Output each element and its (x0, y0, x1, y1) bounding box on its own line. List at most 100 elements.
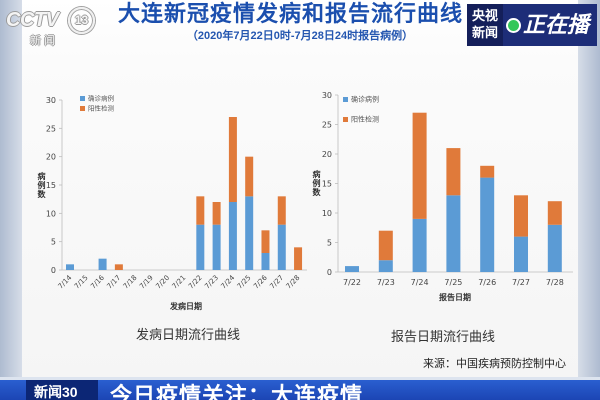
bar-positive-7-24 (228, 117, 237, 202)
x-tick-label: 7/26 (478, 278, 496, 287)
bar-confirmed-7-26 (480, 177, 495, 272)
x-tick-label: 7/18 (122, 274, 139, 291)
bar-positive-7-24 (412, 112, 427, 219)
page-title: 大连新冠疫情发病和报告流行曲线 (118, 1, 464, 26)
bar-confirmed-7-27 (277, 224, 286, 270)
legend-swatch (80, 106, 85, 111)
x-tick-label: 7/27 (512, 278, 530, 287)
bar-confirmed-7-23 (378, 260, 393, 272)
x-tick-label: 7/22 (343, 278, 361, 287)
y-tick-label: 5 (51, 238, 56, 247)
x-tick-label: 7/15 (73, 274, 90, 291)
live-badge: 央视 新闻 正在播 (467, 4, 597, 46)
x-tick-label: 7/26 (252, 273, 269, 290)
x-tick-label: 7/25 (444, 278, 462, 287)
bar-confirmed-7-16 (98, 258, 107, 270)
report-date-chart: 0 5 10 15 20 25 30 7/22 7/23 7/24 7/25 7/26 7/27 7/28… (322, 91, 573, 287)
y-tick-label: 0 (51, 266, 56, 275)
bar-positive-7-17 (114, 264, 123, 270)
bar-confirmed-7-26 (261, 253, 270, 270)
bar-confirmed-7-22 (196, 224, 205, 270)
legend-label: 阳性检测 (88, 104, 115, 113)
y-tick-label: 5 (327, 239, 332, 248)
legend-swatch (343, 97, 348, 102)
live-status-label: 正在播 (523, 12, 590, 37)
frame-left-edge (0, 0, 22, 380)
bar-confirmed-7-25 (446, 195, 461, 272)
y-tick-label: 0 (327, 268, 332, 277)
x-tick-label: 7/28 (285, 274, 302, 291)
onset-chart-x-axis-label: 发病日期 (170, 302, 202, 311)
live-badge-brand-line2: 新闻 (472, 25, 499, 40)
bar-positive-7-25 (245, 156, 254, 197)
bar-positive-7-23 (212, 202, 221, 225)
ticker-program-label: 新闻30 (26, 380, 98, 400)
live-dot-icon (508, 20, 519, 31)
channel-logo-number: 13 (68, 7, 95, 34)
frame-right-edge (578, 0, 600, 380)
y-tick-label: 20 (46, 153, 56, 162)
live-badge-brand-line1: 央视 (472, 8, 499, 23)
bar-confirmed-7-28 (547, 224, 562, 272)
channel-logo-name: 新闻 (30, 35, 58, 47)
y-tick-label: 15 (322, 180, 332, 189)
x-tick-label: 7/23 (203, 274, 220, 291)
bar-positive-7-23 (378, 230, 393, 261)
y-tick-label: 15 (46, 181, 56, 190)
x-tick-label: 7/24 (411, 278, 429, 287)
legend-label: 确诊病例 (88, 94, 114, 103)
bar-confirmed-7-14 (66, 264, 74, 270)
y-tick-label: 30 (322, 91, 332, 100)
ticker-headline: 今日疫情关注：大连疫情 (110, 383, 364, 400)
live-badge-brand-area (467, 4, 503, 46)
news-ticker: 新闻30 今日疫情关注：大连疫情 (0, 380, 600, 400)
x-tick-label: 7/20 (154, 274, 171, 291)
bar-positive-7-28 (547, 201, 562, 225)
onset-date-chart: 0 5 10 15 20 25 30 7/14 7/15 7/16 7/17 7/18 7/19 7/20… (46, 94, 307, 291)
y-tick-label: 25 (322, 121, 332, 130)
report-chart-x-axis-label: 报告日期 (439, 293, 471, 302)
legend-swatch (343, 117, 348, 122)
y-tick-label: 10 (322, 209, 332, 218)
y-tick-label: 20 (322, 150, 332, 159)
bar-confirmed-7-25 (245, 196, 254, 270)
bar-confirmed-7-27 (514, 236, 528, 272)
source-note: 来源：中国疾病预防控制中心 (423, 358, 566, 370)
legend-label: 阳性检测 (351, 115, 379, 124)
onset-chart-y-axis-label: 病例数 (37, 172, 46, 199)
page-subtitle: （2020年7月22日0时-7月28日24时报告病例） (186, 30, 414, 42)
bar-positive-7-22 (196, 196, 205, 225)
x-tick-label: 7/17 (106, 274, 123, 291)
x-tick-label: 7/25 (236, 274, 253, 291)
y-tick-label: 30 (46, 96, 56, 105)
bar-positive-7-26 (480, 165, 495, 178)
x-tick-label: 7/19 (138, 274, 155, 291)
bar-positive-7-26 (261, 230, 270, 253)
onset-chart-title: 发病日期流行曲线 (135, 327, 240, 342)
x-tick-label: 7/28 (546, 278, 564, 287)
y-tick-label: 10 (46, 209, 56, 218)
x-tick-label: 7/27 (268, 274, 285, 291)
bar-positive-7-27 (277, 196, 286, 225)
report-chart-y-axis-label: 病例数 (312, 170, 321, 197)
channel-logo-brand: CCTV (6, 9, 59, 31)
bar-positive-7-28 (294, 247, 303, 270)
bar-confirmed-7-24 (412, 218, 427, 272)
channel-logo: CCTV 13 新闻 (6, 6, 98, 50)
x-tick-label: 7/16 (89, 273, 106, 290)
bar-positive-7-27 (514, 195, 528, 237)
ticker-divider (0, 377, 600, 380)
x-tick-label: 7/14 (57, 273, 74, 290)
report-chart-title: 报告日期流行曲线 (390, 329, 495, 344)
x-tick-label: 7/22 (187, 274, 204, 291)
x-tick-label: 7/23 (377, 278, 395, 287)
legend-label: 确诊病例 (351, 95, 379, 104)
bar-confirmed-7-23 (212, 224, 221, 270)
y-tick-label: 25 (46, 124, 56, 133)
bar-positive-7-25 (446, 148, 461, 196)
legend-swatch (80, 96, 85, 101)
bar-confirmed-7-22 (345, 266, 359, 272)
bar-confirmed-7-24 (228, 202, 237, 270)
x-tick-label: 7/24 (220, 273, 237, 290)
x-tick-label: 7/21 (171, 274, 188, 291)
